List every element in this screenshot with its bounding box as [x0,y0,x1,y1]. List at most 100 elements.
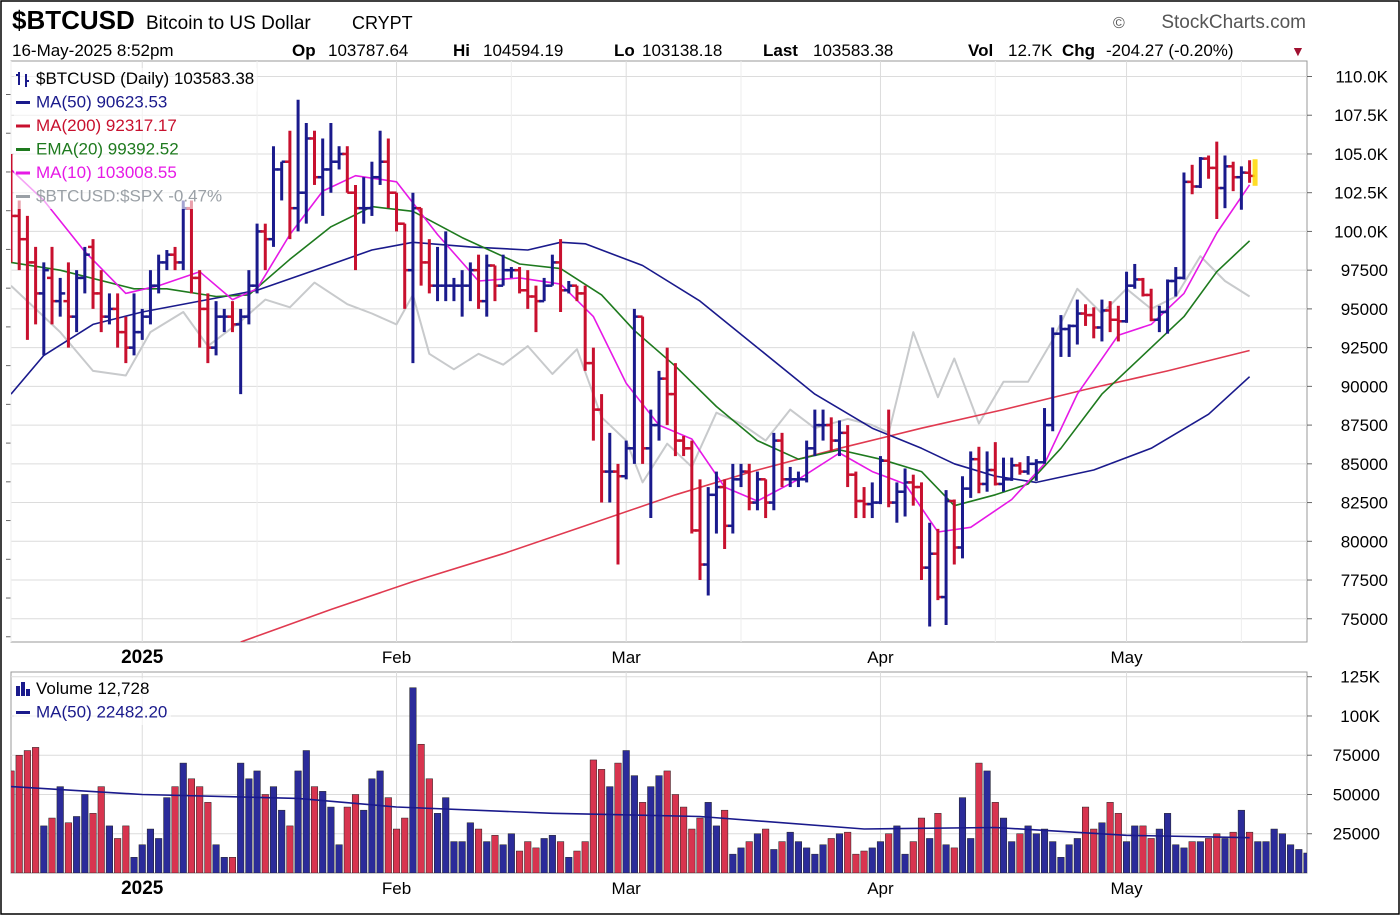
price-y-tick-label: 95000 [1341,300,1388,319]
volume-bar [237,762,245,873]
volume-bar [228,857,236,873]
volume-y-tick-label: 75000 [1333,746,1380,765]
price-x-tick-label: May [1110,648,1143,667]
volume-bar [1008,841,1016,873]
price-y-tick-label: 92500 [1341,339,1388,358]
volume-bar [1213,833,1221,873]
volume-bar [1278,833,1286,873]
volume-bar [1147,838,1155,873]
volume-bar [926,838,934,873]
volume-bar [1180,847,1188,873]
price-y-tick-label: 107.5K [1334,106,1389,125]
icon-bar [16,686,20,696]
volume-bar [73,816,81,873]
volume-bar [1090,828,1098,873]
quote-value-hi: 104594.19 [483,41,563,60]
volume-bar [401,817,409,873]
legend-backdrop [14,138,180,162]
quote-label-op: Op [292,41,316,60]
volume-y-tick-label: 100K [1340,707,1380,726]
volume-bar [1016,833,1024,873]
volume-bar [138,844,146,873]
volume-bar [64,822,72,873]
volume-bar [663,770,671,873]
volume-x-tick-label: May [1110,879,1143,898]
quote-value-lo: 103138.18 [642,41,722,60]
volume-bar [89,813,97,873]
volume-y-tick-label: 125K [1340,668,1380,687]
legend-backdrop [14,185,206,209]
price-y-tick-label: 85000 [1341,455,1388,474]
volume-bar [105,825,113,873]
volume-bar [901,853,909,873]
volume-bar [1246,831,1254,873]
volume-bar [1073,838,1081,873]
volume-bar [737,847,745,873]
quote-label-lo: Lo [614,41,635,60]
volume-bar [294,770,302,873]
volume-bar [532,847,540,873]
volume-bar [794,841,802,873]
price-y-tick-label: 75000 [1341,610,1388,629]
volume-bar [269,786,278,873]
volume-bar [196,786,204,873]
volume-bar [1106,802,1114,873]
volume-bar [1188,841,1196,873]
price-y-tick-label: 100.0K [1334,222,1389,241]
legend-entry: MA(200) 92317.17 [36,116,177,135]
volume-y-tick-label: 50000 [1333,785,1380,804]
volume-bar [950,847,958,873]
volume-bar [32,747,40,873]
volume-x-tick-label: Apr [867,879,894,898]
volume-bar [1131,825,1139,873]
volume-bar [171,786,179,873]
price-bars-icon [16,72,29,87]
volume-bar [1221,838,1229,873]
volume-bar [23,750,31,873]
last-price-marker [1252,159,1258,186]
quote-value-chg: -204.27 (-0.20%) [1106,41,1234,60]
volume-bar [1139,825,1147,873]
volume-bar [778,841,786,873]
volume-bar [1049,841,1057,873]
volume-bar [1287,844,1295,873]
legend-backdrop [14,678,154,702]
volume-bar [302,750,310,873]
volume-bar [442,797,450,873]
volume-bar [1229,831,1237,873]
symbol-title: $BTCUSD [12,5,135,35]
volume-bar [835,833,843,873]
price-x-tick-label: Apr [867,648,894,667]
volume-bar [573,850,581,873]
legend-backdrop [14,115,180,139]
volume-bar [507,833,515,873]
brand-mark-icon: © [1113,15,1125,32]
volume-bar [81,794,89,873]
volume-bar [1040,828,1049,873]
ohlc-bar [79,246,90,294]
volume-bar [942,844,950,873]
change-down-arrow-icon: ▼ [1291,43,1305,59]
volume-bar [688,828,696,873]
volume-bar [1270,828,1278,873]
volume-bar [606,786,614,873]
volume-bar [409,687,417,873]
volume-bar [1303,852,1307,873]
legend-entry: MA(50) 22482.20 [36,703,167,722]
volume-bar [745,841,753,873]
quote-value-op: 103787.64 [328,41,408,60]
volume-bar [516,850,524,873]
volume-bar [762,828,770,873]
volume-bar [212,844,220,873]
volume-bar [1196,841,1204,873]
volume-bar [639,802,647,873]
volume-bar [770,849,778,873]
volume-bar [179,762,187,873]
volume-bar [712,825,720,873]
quote-label-vol: Vol [968,41,993,60]
volume-bar [614,762,622,873]
volume-bar [565,857,573,873]
volume-bar [589,759,597,873]
legend-backdrop [14,68,257,92]
volume-bar [934,813,942,873]
